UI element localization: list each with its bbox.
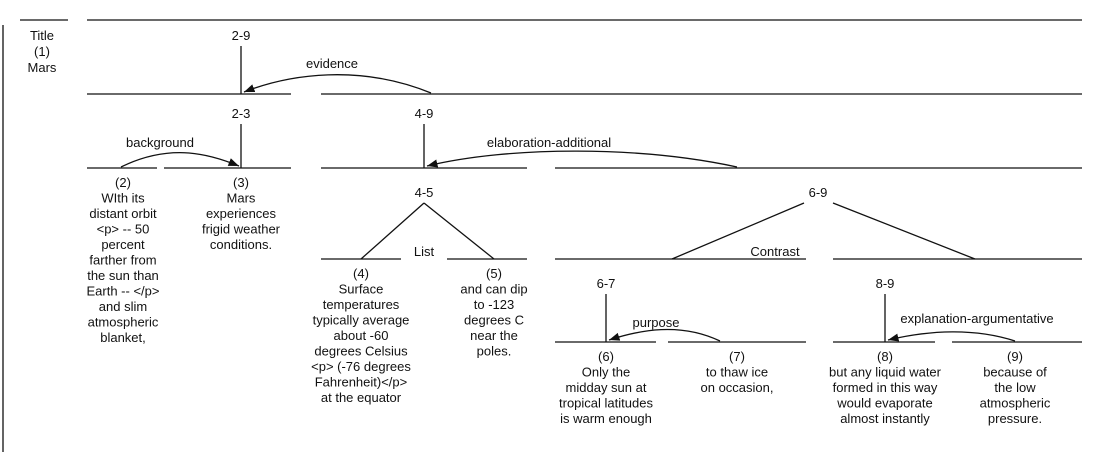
edu-line-text: Mars: [227, 191, 256, 206]
background-label: background: [126, 135, 194, 150]
background-arrow: [120, 151, 240, 168]
span-label-6-9: 6-9: [809, 185, 828, 200]
edu-line-text: Only the: [582, 365, 630, 380]
edu-line-text: the sun than: [87, 268, 159, 283]
edu-line-text: at the equator: [321, 390, 402, 405]
contrast-label: Contrast: [750, 244, 800, 259]
span-label-2-3: 2-3: [232, 106, 251, 121]
elaboration-arrow: [426, 150, 738, 168]
edu-line-text: poles.: [477, 344, 512, 359]
elaboration-label: elaboration-additional: [487, 135, 611, 150]
edu-line-text: Fahrenheit)</p>: [315, 375, 408, 390]
edu-line-text: temperatures: [323, 297, 400, 312]
edu-line-text: because of: [983, 365, 1047, 380]
edu-number-5: (5): [486, 266, 502, 281]
span-label-2-9: 2-9: [232, 28, 251, 43]
list-right-branch: [423, 202, 495, 260]
edu-line-text: degrees C: [464, 313, 524, 328]
edu-line-text: degrees Celsius: [314, 344, 408, 359]
title-number: (1): [34, 44, 50, 59]
edu-line-text: midday sun at: [566, 380, 647, 395]
edu-line-text: the low: [994, 380, 1036, 395]
edu-line-text: Surface: [339, 282, 384, 297]
evidence-arrow: [243, 74, 432, 94]
edu-number-6: (6): [598, 349, 614, 364]
edu-number-9: (9): [1007, 349, 1023, 364]
edu-line-text: on occasion,: [701, 380, 774, 395]
title-text: Mars: [28, 60, 57, 75]
edu-line-text: <p> -- 50: [97, 222, 150, 237]
explanation-arrow: [887, 331, 1016, 342]
edu-line-text: frigid weather: [202, 222, 281, 237]
span-label-6-7: 6-7: [597, 276, 616, 291]
edu-number-3: (3): [233, 175, 249, 190]
edu-number-8: (8): [877, 349, 893, 364]
contrast-right-branch: [832, 202, 976, 260]
evidence-label: evidence: [306, 56, 358, 71]
edu-line-text: tropical latitudes: [559, 396, 653, 411]
edu-line-text: distant orbit: [89, 206, 157, 221]
edu-line-text: and can dip: [460, 282, 527, 297]
purpose-arrow: [608, 328, 721, 342]
edu-line-text: experiences: [206, 206, 277, 221]
title-label: Title: [30, 28, 54, 43]
edu-line-text: farther from: [89, 253, 156, 268]
span-label-4-9: 4-9: [415, 106, 434, 121]
edu-number-2: (2): [115, 175, 131, 190]
span-label-4-5: 4-5: [415, 185, 434, 200]
edu-line-text: is warm enough: [560, 411, 652, 426]
purpose-label: purpose: [633, 315, 680, 330]
list-label: List: [414, 244, 435, 259]
edu-line-text: <p> (-76 degrees: [311, 359, 411, 374]
edu-line-text: would evaporate: [836, 396, 932, 411]
edu-line-text: and slim: [99, 299, 147, 314]
edu-line-text: Earth -- </p>: [87, 284, 160, 299]
edu-line-text: atmospheric: [980, 396, 1051, 411]
edu-line-text: blanket,: [100, 330, 146, 345]
list-left-branch: [360, 202, 425, 260]
edu-number-4: (4): [353, 266, 369, 281]
edu-line-text: to -123: [474, 297, 514, 312]
contrast-left-branch: [671, 202, 805, 260]
edu-line-text: formed in this way: [833, 380, 938, 395]
edu-line-text: WIth its: [101, 191, 145, 206]
edu-line-text: typically average: [313, 313, 410, 328]
edu-line-text: conditions.: [210, 237, 272, 252]
span-label-8-9: 8-9: [876, 276, 895, 291]
edu-line-text: to thaw ice: [706, 365, 768, 380]
edu-line-text: percent: [101, 237, 145, 252]
edu-number-7: (7): [729, 349, 745, 364]
edu-line-text: almost instantly: [840, 411, 930, 426]
edu-line-text: pressure.: [988, 411, 1042, 426]
edu-line-text: atmospheric: [88, 315, 159, 330]
edu-line-text: about -60: [334, 328, 389, 343]
explanation-label: explanation-argumentative: [900, 311, 1053, 326]
edu-line-text: near the: [470, 328, 518, 343]
edu-line-text: but any liquid water: [829, 365, 942, 380]
